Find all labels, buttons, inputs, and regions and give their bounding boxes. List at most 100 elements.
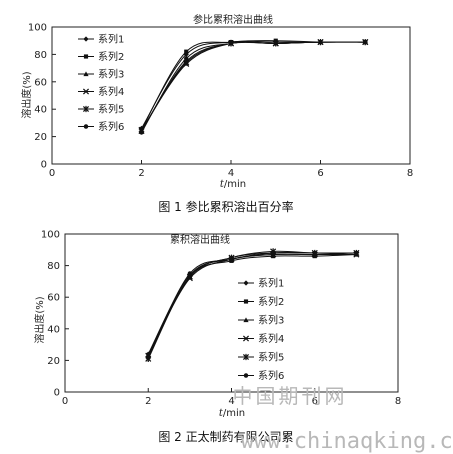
chart-1-legend-item-2: 系列2 (78, 50, 124, 63)
chart-2-series-6 (146, 250, 359, 360)
chart-2-legend-label: 系列2 (258, 295, 284, 308)
chart-2-series-3-line (147, 252, 357, 356)
chart-1-series-6-point (184, 56, 189, 61)
chart-1-ytick-label: 0 (41, 160, 47, 171)
chart-1-xtick-label: 8 (407, 168, 413, 179)
chart-1-ytick-label: 100 (28, 23, 47, 34)
chart-1-xtick-label: 6 (317, 168, 323, 179)
chart-2-legend-item-1: 系列1 (238, 277, 284, 290)
chart-2-legend-marker (243, 373, 249, 378)
chart-2-series-4 (145, 251, 360, 359)
chart-2-legend-label: 系列1 (258, 277, 284, 290)
chart-1-legend-marker (83, 36, 89, 42)
chart-1-series-3 (138, 39, 368, 134)
chart-2-xlabel-unit: /min (223, 408, 245, 419)
chart-2-ytick-label: 40 (47, 324, 60, 335)
chart-2: 累积溶出曲线 0 20 40 60 80 100 0 2 4 6 8 系列1 系列2 系列3 系列4 系列5… (33, 230, 401, 445)
chart-1-series-5-line (141, 41, 366, 132)
chart-2-series-6-point (270, 250, 276, 256)
chart-2-series-2-point (312, 254, 317, 259)
chart-2-series-6-point (354, 250, 359, 256)
chart-2-series-2 (146, 252, 359, 360)
chart-1-ytick-label: 20 (34, 132, 47, 143)
chart-1-legend-item-1: 系列1 (78, 33, 124, 46)
chart-1-legend-item-6: 系列6 (78, 120, 124, 133)
chart-1-xlabel: t/min (220, 179, 246, 190)
chart-2-series-6-point (146, 355, 151, 360)
chart-2-ytick-label: 0 (54, 388, 60, 399)
chart-2-series-2-line (147, 254, 357, 358)
chart-1-title: 参比累积溶出曲线 (193, 13, 273, 26)
chart-2-ytick-label: 60 (47, 293, 60, 304)
chart-2-series-3 (145, 250, 359, 358)
chart-1-legend-marker (83, 54, 89, 59)
chart-1-legend-label: 系列6 (98, 120, 124, 133)
watermark-text-cn: 中国期刊网 (233, 384, 348, 408)
chart-2-series-6-point (187, 271, 193, 276)
chart-2-legend-label: 系列5 (258, 351, 284, 364)
chart-1-legend-item-4: 系列4 (78, 85, 124, 98)
chart-1-xlabel-var: t (220, 179, 225, 190)
chart-2-series-4-line (147, 253, 357, 356)
chart-2-ytick-label: 80 (47, 261, 60, 272)
chart-1-legend-label: 系列2 (98, 50, 124, 63)
chart-1-series-6-point (139, 130, 144, 135)
chart-1-legend-label: 系列5 (98, 103, 124, 116)
chart-2-legend-item-2: 系列2 (238, 295, 284, 308)
watermark-text-url: www.chinaqking.com (241, 429, 453, 454)
chart-1-xlabel-unit: /min (224, 179, 246, 190)
chart-1-ytick-label: 40 (34, 105, 47, 116)
chart-2-legend-label: 系列3 (258, 314, 284, 327)
chart-1-xtick-label: 4 (228, 168, 234, 179)
chart-1-series-6 (139, 39, 368, 135)
chart-2-xlabel: t/min (219, 408, 245, 419)
chart-1-series-2-point (184, 49, 189, 54)
chart-1-series-3-line (141, 41, 366, 132)
chart-1-series-6-point (363, 39, 368, 45)
chart-1-series-6-point (228, 41, 234, 46)
chart-2-legend-marker (243, 317, 249, 323)
chart-2-legend-marker (242, 335, 250, 342)
chart-2-series-5-line (147, 250, 357, 360)
chart-1-ylabel: 溶出度(%) (20, 71, 33, 118)
chart-2-legend-item-3: 系列3 (238, 314, 284, 327)
chart-1-xtick-label: 0 (49, 168, 55, 179)
chart-2-xtick-label: 0 (62, 396, 68, 407)
chart-1-series-4-line (141, 41, 366, 131)
chart-1-legend-item-3: 系列3 (78, 68, 124, 81)
chart-1-series-1 (138, 39, 368, 131)
chart-2-ylabel: 溶出度(%) (33, 296, 46, 343)
chart-2-series-6-point (229, 257, 234, 262)
chart-2-legend-marker (242, 353, 250, 361)
chart-2-legend-marker (243, 280, 249, 286)
chart-2-series-1 (145, 250, 359, 357)
chart-1-series-6-point (318, 39, 323, 45)
chart-2-legend-item-5: 系列5 (238, 351, 284, 364)
chart-1-series-6-point (273, 41, 278, 46)
chart-1-legend-marker (82, 88, 90, 95)
chart-1-series-4 (138, 39, 369, 133)
chart-2-series-6-point (312, 250, 317, 256)
chart-1-xtick-label: 2 (138, 168, 144, 179)
chart-2-xtick-label: 8 (395, 396, 401, 407)
chart-2-xtick-label: 2 (145, 396, 151, 407)
chart-2-title: 累积溶出曲线 (170, 233, 230, 246)
chart-1-series-5 (138, 38, 369, 135)
chart-2-series-2-point (271, 254, 276, 259)
chart-1-series-2 (139, 38, 368, 132)
chart-1-legend-marker (83, 124, 89, 129)
chart-2-caption: 图 2 正太制药有限公司累 (158, 429, 293, 444)
chart-1-series-1-point (183, 51, 189, 57)
chart-1-legend-label: 系列4 (98, 85, 124, 98)
chart-2-series-6-line (147, 251, 357, 358)
chart-2-ytick-label: 20 (47, 356, 60, 367)
chart-2-series-5 (145, 248, 360, 362)
chart-2-legend-marker (243, 299, 249, 304)
chart-2-legend-label: 系列4 (258, 332, 284, 345)
chart-1-ytick-label: 60 (34, 77, 47, 88)
chart-1-legend-item-5: 系列5 (78, 103, 124, 116)
chart-2-legend-label: 系列6 (258, 369, 284, 382)
chart-2-ytick-label: 100 (41, 230, 60, 241)
chart-1-series-2-line (141, 40, 366, 130)
